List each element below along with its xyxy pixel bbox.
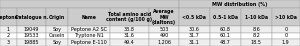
Bar	[0, 26, 16, 33]
Text: 3: 3	[7, 40, 10, 45]
Bar	[16, 8, 46, 26]
Bar	[210, 8, 241, 26]
Text: 19533: 19533	[24, 33, 39, 38]
Text: Tryptone N1: Tryptone N1	[74, 33, 104, 38]
Bar	[110, 26, 149, 33]
Bar	[0, 0, 179, 8]
Text: 1-10 kDa: 1-10 kDa	[244, 15, 268, 20]
Bar	[210, 39, 241, 46]
Bar	[272, 8, 300, 26]
Text: 1: 1	[7, 27, 10, 32]
Text: 60.1: 60.1	[220, 33, 231, 38]
Bar	[241, 26, 272, 33]
Bar	[110, 39, 149, 46]
Text: Name: Name	[81, 15, 96, 20]
Bar	[210, 33, 241, 39]
Bar	[46, 26, 68, 33]
Bar	[149, 8, 179, 26]
Bar	[179, 39, 210, 46]
Text: >10 kDa: >10 kDa	[275, 15, 297, 20]
Text: 8.2: 8.2	[252, 33, 260, 38]
Bar	[0, 8, 16, 26]
Text: 18.5: 18.5	[250, 40, 262, 45]
Bar	[110, 33, 149, 39]
Text: Casein: Casein	[49, 33, 65, 38]
Text: 31.7: 31.7	[189, 33, 200, 38]
Bar	[16, 33, 46, 39]
Bar	[149, 33, 179, 39]
Bar	[179, 26, 210, 33]
Bar	[179, 0, 300, 8]
Bar	[46, 39, 68, 46]
Bar	[241, 39, 272, 46]
Text: 0: 0	[284, 33, 287, 38]
Text: 503: 503	[159, 27, 169, 32]
Bar	[241, 8, 272, 26]
Bar	[68, 39, 110, 46]
Text: 31.1: 31.1	[189, 40, 200, 45]
Text: 0.5-1 kDa: 0.5-1 kDa	[213, 15, 238, 20]
Text: 1,206: 1,206	[157, 40, 171, 45]
Text: 1.9: 1.9	[282, 40, 290, 45]
Bar	[149, 39, 179, 46]
Bar	[16, 39, 46, 46]
Text: 490: 490	[159, 33, 169, 38]
Text: 33.8: 33.8	[124, 27, 135, 32]
Bar	[149, 26, 179, 33]
Bar	[0, 39, 16, 46]
Bar	[272, 33, 300, 39]
Bar	[179, 33, 210, 39]
Bar	[68, 26, 110, 33]
Text: 30.6: 30.6	[189, 27, 200, 32]
Text: MW distribution (%): MW distribution (%)	[212, 2, 267, 7]
Text: Peptone A2 SC: Peptone A2 SC	[71, 27, 107, 32]
Bar	[272, 26, 300, 33]
Bar	[210, 26, 241, 33]
Bar	[68, 33, 110, 39]
Bar	[179, 8, 210, 26]
Text: 19885: 19885	[24, 40, 39, 45]
Text: 48.7: 48.7	[220, 40, 231, 45]
Text: Catalogue n.: Catalogue n.	[15, 15, 48, 20]
Bar	[272, 39, 300, 46]
Text: Soy: Soy	[53, 40, 62, 45]
Text: Peptone E-110: Peptone E-110	[71, 40, 107, 45]
Text: 60.8: 60.8	[220, 27, 231, 32]
Bar	[68, 8, 110, 26]
Text: Peptone¹: Peptone¹	[0, 15, 20, 20]
Bar	[46, 8, 68, 26]
Text: Total amino acid
content (g/100 g): Total amino acid content (g/100 g)	[106, 12, 152, 22]
Bar	[110, 8, 149, 26]
Text: Soy: Soy	[53, 27, 62, 32]
Text: 31.6: 31.6	[124, 33, 135, 38]
Text: 8.6: 8.6	[252, 27, 260, 32]
Bar	[46, 33, 68, 39]
Text: Origin: Origin	[49, 15, 65, 20]
Bar	[241, 33, 272, 39]
Text: <0.5 kDa: <0.5 kDa	[182, 15, 206, 20]
Text: 49.4: 49.4	[124, 40, 135, 45]
Text: 19049: 19049	[24, 27, 39, 32]
Text: Average
MW
(daltons): Average MW (daltons)	[152, 9, 176, 25]
Text: 2: 2	[7, 33, 10, 38]
Bar	[16, 26, 46, 33]
Bar	[0, 33, 16, 39]
Text: 0: 0	[284, 27, 287, 32]
